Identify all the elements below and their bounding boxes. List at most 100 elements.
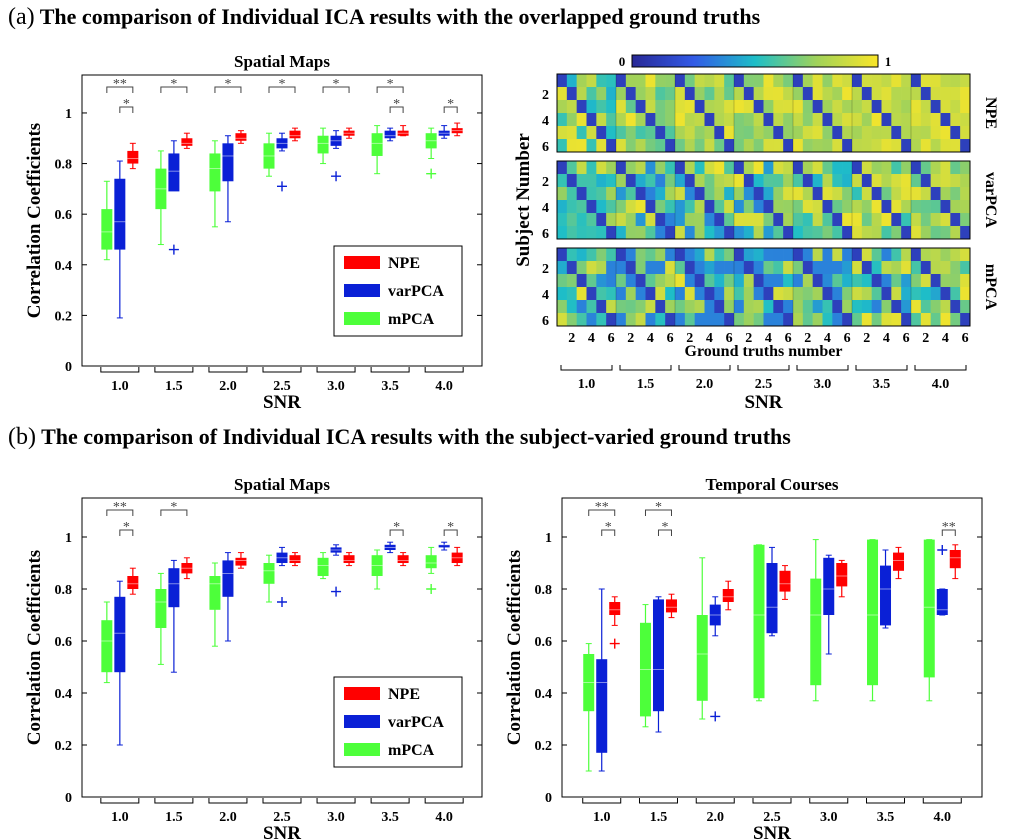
heatmap-cell [960, 261, 971, 275]
heatmap-cell [911, 313, 922, 327]
heatmap-cell [753, 200, 764, 214]
heatmap-cell [822, 226, 833, 240]
a-spatial-xtick-label: 2.0 [219, 379, 237, 394]
heatmap-cell [822, 74, 833, 88]
heatmap-cell [861, 213, 872, 227]
heatmap-cell [911, 139, 922, 153]
heatmap-cell [694, 226, 705, 240]
heatmap-xtick-label: 6 [844, 331, 851, 346]
heatmap-cell [625, 126, 636, 140]
heatmap-cell [616, 161, 627, 175]
heatmap-cell [655, 161, 666, 175]
heatmap-cell [704, 300, 715, 314]
heatmap-cell [743, 261, 754, 275]
a-spatial-sig-bracket [106, 86, 134, 93]
heatmap-ytick-label: 6 [542, 227, 549, 242]
b-temporal-sig-label: * [655, 500, 662, 515]
heatmap-cell [950, 187, 961, 201]
heatmap-cell [596, 87, 607, 101]
heatmap-cell [940, 200, 951, 214]
heatmap-cell [930, 287, 941, 301]
b-spatial-legend-swatch-mpca [344, 743, 380, 756]
heatmap-cell [793, 74, 804, 88]
heatmap-cell [734, 226, 745, 240]
heatmap-cell [950, 174, 961, 188]
heatmap-cell [822, 187, 833, 201]
b-spatial-group-bracket [100, 798, 140, 804]
heatmap-cell [861, 187, 872, 201]
heatmap-ylabel: Subject Number [513, 133, 534, 267]
heatmap-cell [822, 161, 833, 175]
heatmap-cell [773, 74, 784, 88]
heatmap-cell [557, 313, 568, 327]
heatmap-cell [940, 113, 951, 127]
heatmap-cell [940, 248, 951, 262]
heatmap-cell [940, 274, 951, 288]
heatmap-cell [586, 261, 597, 275]
heatmap-cell [852, 100, 863, 114]
heatmap-cell [901, 200, 912, 214]
heatmap-cell [557, 113, 568, 127]
heatmap-cell [576, 213, 587, 227]
heatmap-cell [950, 261, 961, 275]
a-spatial-box-npe [127, 150, 139, 164]
heatmap-cell [793, 300, 804, 314]
heatmap-xtick-label: 4 [647, 331, 654, 346]
section-b-text: The comparison of Individual ICA results… [41, 424, 791, 449]
heatmap-cell [743, 139, 754, 153]
heatmap-cell [852, 248, 863, 262]
heatmap-cell [625, 313, 636, 327]
heatmap-cell [645, 100, 656, 114]
heatmap-cell [940, 261, 951, 275]
heatmap-cell [901, 261, 912, 275]
heatmap-cell [606, 300, 617, 314]
heatmap-cell [586, 113, 597, 127]
heatmap-cell [753, 100, 764, 114]
heatmap-cell [724, 248, 735, 262]
heatmap-group-label: 3.0 [814, 377, 832, 392]
b-temporal-sig-bracket [941, 529, 956, 536]
heatmap-cell [920, 261, 931, 275]
heatmap-cell [635, 213, 646, 227]
a-spatial-sig-bracket [376, 86, 404, 93]
heatmap-cell [714, 174, 725, 188]
heatmap-cell [802, 300, 813, 314]
heatmap-cell [783, 213, 794, 227]
heatmap-cell [940, 100, 951, 114]
heatmap-cell [763, 213, 774, 227]
b-temporal-sig-label: ** [942, 520, 956, 535]
heatmap-cell [793, 113, 804, 127]
heatmap-cell [596, 261, 607, 275]
heatmap-cell [606, 213, 617, 227]
heatmap-cell [901, 248, 912, 262]
heatmap-cell [734, 174, 745, 188]
heatmap-cell [891, 200, 902, 214]
heatmap-cell [753, 248, 764, 262]
heatmap-cell [940, 87, 951, 101]
heatmap-cell [566, 248, 577, 262]
heatmap-cell [911, 74, 922, 88]
b-spatial-box-npe [127, 576, 139, 589]
heatmap-cell [793, 87, 804, 101]
heatmap-cell [743, 161, 754, 175]
heatmap-cell [832, 187, 843, 201]
heatmap-cell [940, 313, 951, 327]
heatmap-cell [930, 174, 941, 188]
heatmap-cell [911, 87, 922, 101]
heatmap-cell [753, 213, 764, 227]
heatmap-cell [675, 126, 686, 140]
b-spatial-box-mpca [317, 557, 329, 576]
heatmap-cell [616, 187, 627, 201]
heatmap-cell [861, 113, 872, 127]
a-spatial-sig-label: * [123, 97, 130, 112]
a-spatial-sig-bracket [443, 106, 458, 113]
heatmap-cell [694, 248, 705, 262]
heatmap-cell [743, 287, 754, 301]
a-spatial-sig-bracket [160, 86, 188, 93]
heatmap-cell [773, 274, 784, 288]
b-temporal-sig-label: ** [595, 500, 609, 515]
heatmap-cell [950, 139, 961, 153]
heatmap-cell [675, 100, 686, 114]
heatmap-cell [675, 74, 686, 88]
heatmap-cell [950, 213, 961, 227]
